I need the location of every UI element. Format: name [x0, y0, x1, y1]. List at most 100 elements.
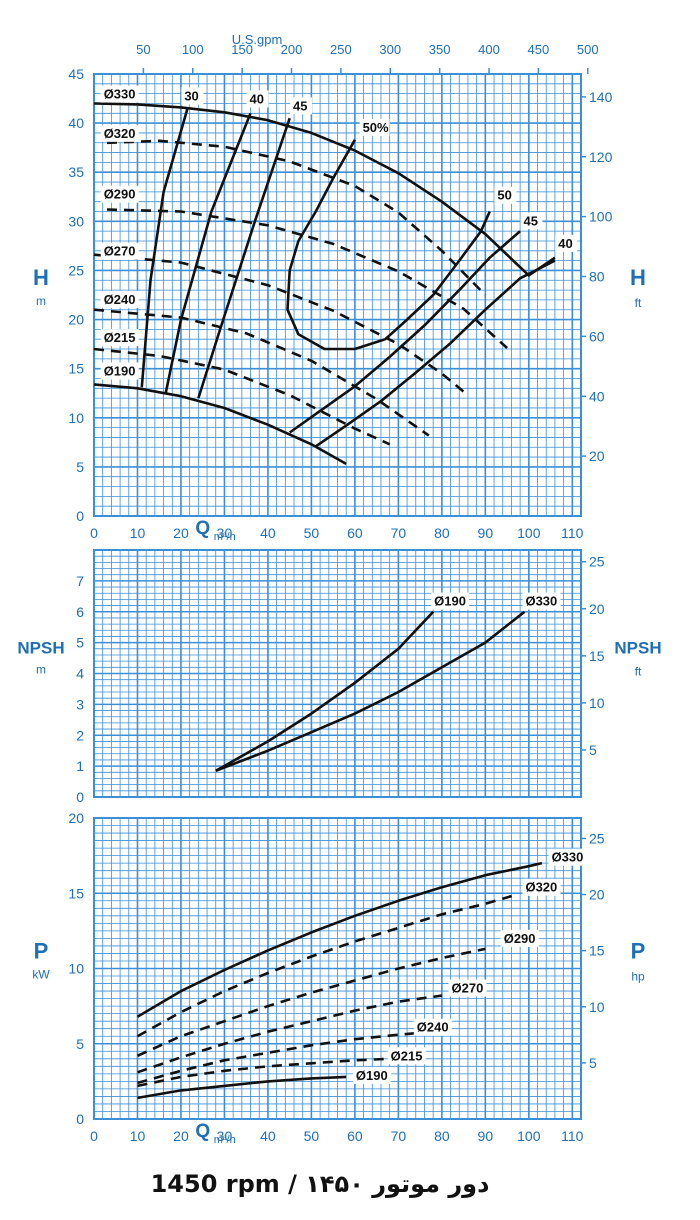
npsh-grid: [93, 549, 582, 798]
npsh-right-axis-label: NPSH: [614, 639, 661, 658]
power-x-tick-label: 100: [517, 1128, 541, 1144]
power-series-label: Ø215: [391, 1048, 423, 1063]
power-x-tick-label: 80: [434, 1128, 450, 1144]
head-series-Ø190: [93, 383, 347, 466]
head-efficiency-label: 50: [497, 188, 511, 203]
top-axis-tick-label: 100: [182, 42, 204, 57]
head-series-Ø330: [93, 102, 556, 277]
power-x-tick-label: 70: [391, 1128, 407, 1144]
head-x-tick-label: 40: [260, 525, 276, 541]
head-y-axis-unit: m: [36, 294, 46, 308]
head-efficiency-40: [164, 112, 252, 394]
head-series-label-bg: [100, 362, 139, 380]
power-series-label-bg: [548, 848, 587, 866]
power-y-tick-label: 5: [76, 1036, 84, 1052]
head-y-axis-label: H: [33, 265, 49, 290]
power-x-tick-label: 0: [90, 1128, 98, 1144]
npsh-y-tick-label: 6: [76, 604, 84, 620]
head-efficiency-30: [140, 108, 189, 388]
head-efficiency-label-bg: [246, 90, 269, 108]
head-right-tick-label: 60: [589, 328, 605, 344]
head-right-tick-label: 40: [589, 388, 605, 404]
head-x-tick-label: 20: [173, 525, 189, 541]
power-right-tick-label: 25: [589, 830, 605, 846]
head-x-tick-label: 90: [478, 525, 494, 541]
power-x-tick-label: 50: [304, 1128, 320, 1144]
top-axis-tick-label: 250: [330, 42, 352, 57]
head-x-tick-label: 10: [130, 525, 146, 541]
npsh-series-label-bg: [431, 592, 470, 610]
head-x-tick-label: 50: [304, 525, 320, 541]
npsh-right-tick-label: 25: [589, 554, 605, 570]
power-x-axis-label: Q: [195, 1121, 210, 1142]
npsh-right-tick-label: 10: [589, 695, 605, 711]
top-axis-tick-label: 400: [478, 42, 500, 57]
head-y-tick-label: 30: [68, 213, 84, 229]
head-efficiency-label: 50%: [363, 120, 389, 135]
power-series-label-bg: [448, 979, 487, 997]
npsh-series-label: Ø190: [434, 594, 466, 609]
head-right-tick-label: 80: [589, 269, 605, 285]
head-series-label-bg: [100, 290, 139, 308]
power-x-tick-label: 20: [173, 1128, 189, 1144]
npsh-y-axis-unit: m: [36, 663, 46, 677]
head-right-tick-label: 20: [589, 448, 605, 464]
head-x-tick-label: 0: [90, 525, 98, 541]
npsh-frame: [93, 549, 582, 798]
head-y-tick-label: 5: [76, 459, 84, 475]
head-y-tick-label: 20: [68, 312, 84, 328]
power-right-tick-label: 10: [589, 999, 605, 1015]
power-series-label-bg: [387, 1047, 426, 1065]
power-series-Ø330: [136, 861, 543, 1018]
power-y-axis-label: P: [34, 939, 49, 964]
head-right-tick-label: 140: [589, 89, 613, 105]
npsh-y-tick-label: 2: [76, 727, 84, 743]
power-x-tick-label: 110: [561, 1128, 584, 1144]
power-series-label: Ø190: [356, 1068, 388, 1083]
npsh-series-label: Ø330: [525, 594, 557, 609]
power-series-label: Ø290: [504, 931, 536, 946]
head-efficiency-label-bg: [494, 186, 517, 204]
power-series-label: Ø240: [417, 1020, 449, 1035]
head-series-label: Ø320: [104, 126, 136, 141]
head-y-tick-label: 10: [68, 410, 84, 426]
head-efficiency-label-bg: [181, 87, 204, 105]
head-series-label-bg: [100, 329, 139, 347]
head-y-tick-label: 45: [68, 66, 84, 82]
head-efficiency-label-bg: [520, 212, 543, 230]
head-efficiency-50%: [288, 139, 357, 271]
head-series-label-bg: [100, 185, 139, 203]
power-series-label-bg: [522, 878, 561, 896]
head-series-Ø215: [93, 347, 391, 446]
head-efficiency-label: 45: [523, 213, 537, 228]
power-series-label: Ø320: [525, 880, 557, 895]
power-series-label: Ø330: [552, 850, 584, 865]
npsh-right-axis-unit: ft: [635, 665, 642, 679]
head-series-Ø290: [106, 208, 508, 349]
head-efficiency-45: [288, 230, 521, 434]
power-right-tick-label: 5: [589, 1055, 597, 1071]
head-efficiency-label: 40: [250, 91, 264, 106]
head-series-label: Ø290: [104, 187, 136, 202]
head-series-label: Ø190: [104, 364, 136, 379]
power-right-tick-label: 20: [589, 887, 605, 903]
head-series-label-bg: [100, 124, 139, 142]
power-x-axis-unit: m³/h: [214, 1134, 236, 1146]
power-series-label-bg: [413, 1018, 452, 1036]
head-series-Ø270: [93, 253, 469, 397]
head-efficiency-label: 40: [558, 236, 572, 251]
power-y-tick-label: 10: [68, 961, 84, 977]
power-right-axis-label: P: [631, 939, 646, 964]
head-series-label-bg: [100, 85, 139, 103]
head-efficiency-label: 45: [293, 98, 307, 113]
npsh-right-tick-label: 20: [589, 601, 605, 617]
head-right-tick-label: 100: [589, 209, 613, 225]
head-x-tick-label: 70: [391, 525, 407, 541]
head-efficiency-label-bg: [359, 118, 390, 136]
head-series-Ø240: [93, 308, 430, 437]
npsh-y-tick-label: 5: [76, 635, 84, 651]
power-right-tick-label: 15: [589, 943, 605, 959]
npsh-y-tick-label: 0: [76, 789, 84, 805]
npsh-y-tick-label: 4: [76, 666, 84, 682]
head-x-tick-label: 60: [347, 525, 363, 541]
